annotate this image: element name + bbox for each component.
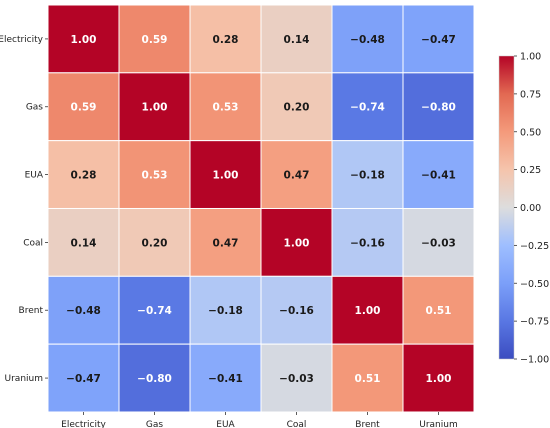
cell-value-label: −0.80 xyxy=(421,102,456,114)
heatmap-cell xyxy=(189,4,262,74)
heatmap-cell xyxy=(47,4,120,74)
heatmap-cell xyxy=(118,207,191,277)
cell-value-label: 0.59 xyxy=(71,102,97,114)
colorbar: 1.00 0.75 0.50 0.25 0.00 −0.25 −0.50 −0.75 −1.00 xyxy=(498,52,549,366)
colorbar-tick-label: −0.75 xyxy=(520,317,549,328)
cell-value-label: −0.18 xyxy=(350,170,385,182)
heatmap-cells xyxy=(47,4,475,413)
y-tick-label: Coal xyxy=(23,238,43,248)
heatmap-cell xyxy=(402,72,475,142)
x-axis-ticks: Electricity Gas EUA Coal Brent Uranium xyxy=(61,411,458,428)
cell-value-label: 0.28 xyxy=(71,170,97,182)
heatmap-cell xyxy=(260,207,333,277)
cell-value-label: 0.14 xyxy=(284,34,310,46)
y-tick-label: Brent xyxy=(19,306,44,316)
cell-value-label: −0.03 xyxy=(279,373,314,385)
y-tick-label: Electricity xyxy=(0,35,44,45)
heatmap-cell xyxy=(331,275,404,345)
heatmap-cell xyxy=(260,140,333,209)
cell-value-label: 0.51 xyxy=(355,373,381,385)
cell-value-label: −0.74 xyxy=(350,102,385,114)
cell-value-label: 0.20 xyxy=(142,237,168,249)
heatmap-cell xyxy=(402,275,475,345)
colorbar-tick-label: −1.00 xyxy=(520,355,549,366)
cell-value-label: −0.47 xyxy=(421,34,456,46)
heatmap-cell xyxy=(118,72,191,142)
cell-value-label: −0.48 xyxy=(66,305,101,317)
y-tick-label: Gas xyxy=(26,103,43,113)
cell-value-label: −0.74 xyxy=(137,305,172,317)
heatmap-cell xyxy=(402,140,475,209)
colorbar-tick-label: 0.00 xyxy=(520,203,541,214)
cell-value-label: 0.20 xyxy=(284,102,310,114)
heatmap-cell xyxy=(331,140,404,209)
colorbar-tick-label: 0.75 xyxy=(520,89,541,100)
cell-value-label: 0.53 xyxy=(213,102,239,114)
colorbar-gradient xyxy=(498,55,515,360)
cell-value-label: 0.47 xyxy=(284,170,310,182)
cell-value-label: −0.48 xyxy=(350,34,385,46)
cell-value-label: 1.00 xyxy=(284,237,310,249)
heatmap-cell xyxy=(47,207,120,277)
y-tick-label: EUA xyxy=(25,171,44,181)
colorbar-tick-label: 0.50 xyxy=(520,127,541,138)
heatmap-cell xyxy=(260,275,333,345)
x-tick-label: Gas xyxy=(146,420,163,428)
x-tick-label: EUA xyxy=(216,420,235,428)
heatmap-cell xyxy=(331,207,404,277)
heatmap-cell xyxy=(118,140,191,209)
cell-value-label: −0.16 xyxy=(279,305,314,317)
heatmap-cell xyxy=(118,4,191,74)
y-axis-ticks: Electricity Gas EUA Coal Brent Uranium xyxy=(0,35,48,384)
cell-value-label: 1.00 xyxy=(426,373,452,385)
x-tick-label: Electricity xyxy=(61,420,106,428)
colorbar-ticks: 1.00 0.75 0.50 0.25 0.00 −0.25 −0.50 −0.75 −1.00 xyxy=(514,52,549,366)
heatmap-cell xyxy=(189,275,262,345)
heatmap-cell xyxy=(402,4,475,74)
cell-value-label: −0.47 xyxy=(66,373,101,385)
cell-value-label: 1.00 xyxy=(213,170,239,182)
heatmap-value-labels: 1.00 0.59 0.28 0.14 −0.48 −0.47 0.59 1.00 0.53 0.… xyxy=(66,34,456,385)
cell-value-label: −0.18 xyxy=(208,305,243,317)
colorbar-tick-label: −0.25 xyxy=(520,241,549,252)
heatmap-cell xyxy=(47,275,120,345)
cell-value-label: −0.41 xyxy=(421,170,456,182)
cell-value-label: 0.59 xyxy=(142,34,168,46)
colorbar-tick-label: 1.00 xyxy=(520,52,541,63)
cell-value-label: −0.03 xyxy=(421,237,456,249)
cell-value-label: 1.00 xyxy=(355,305,381,317)
cell-value-label: 0.51 xyxy=(426,305,452,317)
cell-value-label: −0.16 xyxy=(350,237,385,249)
cell-value-label: −0.80 xyxy=(137,373,172,385)
colorbar-tick-label: 0.25 xyxy=(520,165,541,176)
heatmap-cell xyxy=(260,343,333,413)
cell-value-label: 1.00 xyxy=(71,34,97,46)
heatmap-cell xyxy=(260,72,333,142)
y-tick-label: Uranium xyxy=(5,374,43,384)
heatmap-cell xyxy=(402,207,475,277)
heatmap-cell xyxy=(47,343,120,413)
x-tick-label: Uranium xyxy=(419,420,457,428)
cell-value-label: 0.53 xyxy=(142,170,168,182)
heatmap-cell xyxy=(331,343,404,413)
heatmap-cell xyxy=(189,207,262,277)
cell-value-label: −0.41 xyxy=(208,373,243,385)
x-tick-label: Brent xyxy=(355,420,380,428)
heatmap-cell xyxy=(260,4,333,74)
cell-value-label: 0.47 xyxy=(213,237,239,249)
cell-value-label: 0.28 xyxy=(213,34,239,46)
heatmap-cell xyxy=(402,343,475,413)
cell-value-label: 1.00 xyxy=(142,102,168,114)
colorbar-tick-label: −0.50 xyxy=(520,279,549,290)
cell-value-label: 0.14 xyxy=(71,237,97,249)
x-tick-label: Coal xyxy=(287,420,307,428)
